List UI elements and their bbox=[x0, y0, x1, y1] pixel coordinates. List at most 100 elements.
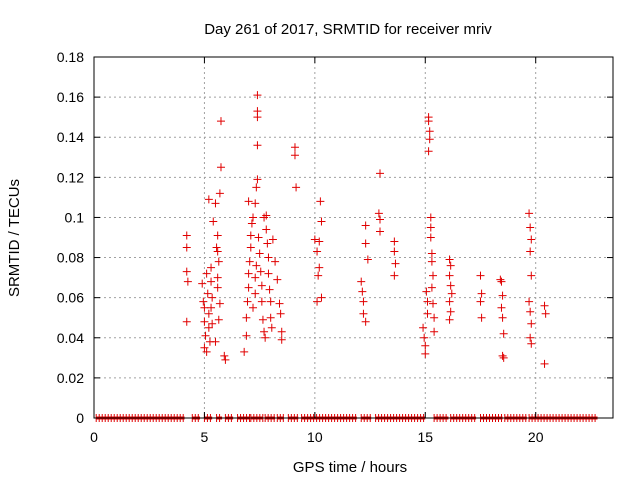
data-point bbox=[266, 297, 275, 306]
data-point bbox=[249, 303, 258, 312]
data-point bbox=[203, 289, 212, 298]
data-point bbox=[215, 189, 224, 198]
data-point bbox=[497, 303, 506, 312]
data-point bbox=[243, 297, 252, 306]
data-point bbox=[240, 347, 249, 356]
y-tick-labels: 0 0.02 0.04 0.06 0.08 0.1 0.12 0.14 0.16 0.18 bbox=[57, 49, 84, 426]
data-point bbox=[376, 227, 385, 236]
data-point bbox=[242, 331, 251, 340]
data-point bbox=[215, 299, 224, 308]
data-point bbox=[266, 313, 275, 322]
data-point bbox=[310, 235, 319, 244]
data-point bbox=[419, 323, 428, 332]
x-tick-label: 0 bbox=[90, 429, 98, 445]
data-point bbox=[208, 319, 217, 328]
data-point bbox=[254, 233, 263, 242]
data-point bbox=[525, 297, 534, 306]
data-point bbox=[214, 315, 223, 324]
data-point bbox=[256, 267, 265, 276]
data-point bbox=[390, 271, 399, 280]
data-point bbox=[427, 257, 436, 266]
data-point bbox=[182, 317, 191, 326]
data-point bbox=[525, 209, 534, 218]
data-point bbox=[264, 269, 273, 278]
data-point bbox=[423, 297, 432, 306]
data-point bbox=[315, 263, 324, 272]
y-tick-label: 0 bbox=[76, 410, 84, 426]
plot-frame bbox=[93, 56, 614, 419]
data-point bbox=[201, 331, 210, 340]
data-point bbox=[246, 231, 255, 240]
data-point bbox=[527, 235, 536, 244]
data-point bbox=[427, 249, 436, 258]
y-tick-label: 0.14 bbox=[57, 129, 84, 145]
data-point bbox=[421, 341, 430, 350]
data-point bbox=[422, 287, 431, 296]
data-point bbox=[246, 243, 255, 252]
y-tick-label: 0.02 bbox=[57, 370, 84, 386]
data-point bbox=[376, 215, 385, 224]
data-point bbox=[275, 299, 284, 308]
data-point bbox=[498, 313, 507, 322]
data-point bbox=[316, 197, 325, 206]
data-point bbox=[213, 247, 222, 256]
data-point bbox=[265, 285, 274, 294]
data-point bbox=[252, 261, 261, 270]
data-point bbox=[374, 209, 383, 218]
data-point bbox=[211, 199, 220, 208]
data-point bbox=[253, 175, 262, 184]
data-point bbox=[213, 283, 222, 292]
data-point bbox=[204, 323, 213, 332]
data-point bbox=[216, 117, 225, 126]
data-point bbox=[262, 225, 271, 234]
data-point bbox=[315, 237, 324, 246]
data-point bbox=[214, 257, 223, 266]
data-point bbox=[426, 213, 435, 222]
y-axis-label: SRMTID / TECUs bbox=[6, 179, 23, 297]
data-point bbox=[427, 283, 436, 292]
data-point bbox=[244, 283, 253, 292]
data-point bbox=[202, 269, 211, 278]
data-point bbox=[313, 247, 322, 256]
data-point bbox=[207, 303, 216, 312]
data-point bbox=[264, 253, 273, 262]
data-point bbox=[420, 333, 429, 342]
data-point bbox=[477, 289, 486, 298]
data-points bbox=[182, 91, 550, 368]
data-point bbox=[540, 359, 549, 368]
data-point bbox=[361, 221, 370, 230]
data-point bbox=[277, 327, 286, 336]
data-point bbox=[183, 277, 192, 286]
data-point bbox=[497, 277, 506, 286]
data-point bbox=[257, 297, 266, 306]
data-point bbox=[390, 247, 399, 256]
data-point bbox=[251, 273, 260, 282]
data-point bbox=[445, 255, 454, 264]
data-point bbox=[476, 271, 485, 280]
chart-title: Day 261 of 2017, SRMTID for receiver mri… bbox=[204, 21, 492, 38]
data-point bbox=[426, 233, 435, 242]
data-point bbox=[317, 217, 326, 226]
data-point bbox=[242, 313, 251, 322]
data-point bbox=[260, 327, 269, 336]
data-point bbox=[445, 271, 454, 280]
data-point bbox=[216, 163, 225, 172]
data-point bbox=[363, 255, 372, 264]
data-point bbox=[526, 307, 535, 316]
data-point bbox=[182, 267, 191, 276]
data-point bbox=[314, 271, 323, 280]
data-point bbox=[540, 301, 549, 310]
data-point bbox=[424, 117, 433, 126]
data-point bbox=[317, 293, 326, 302]
data-point bbox=[212, 243, 221, 252]
x-tick-label: 20 bbox=[528, 429, 544, 445]
data-point bbox=[261, 333, 270, 342]
data-point bbox=[251, 289, 260, 298]
data-point bbox=[526, 223, 535, 232]
data-point bbox=[376, 169, 385, 178]
data-point bbox=[263, 239, 272, 248]
data-point bbox=[204, 309, 213, 318]
data-point bbox=[204, 195, 213, 204]
data-point bbox=[526, 333, 535, 342]
